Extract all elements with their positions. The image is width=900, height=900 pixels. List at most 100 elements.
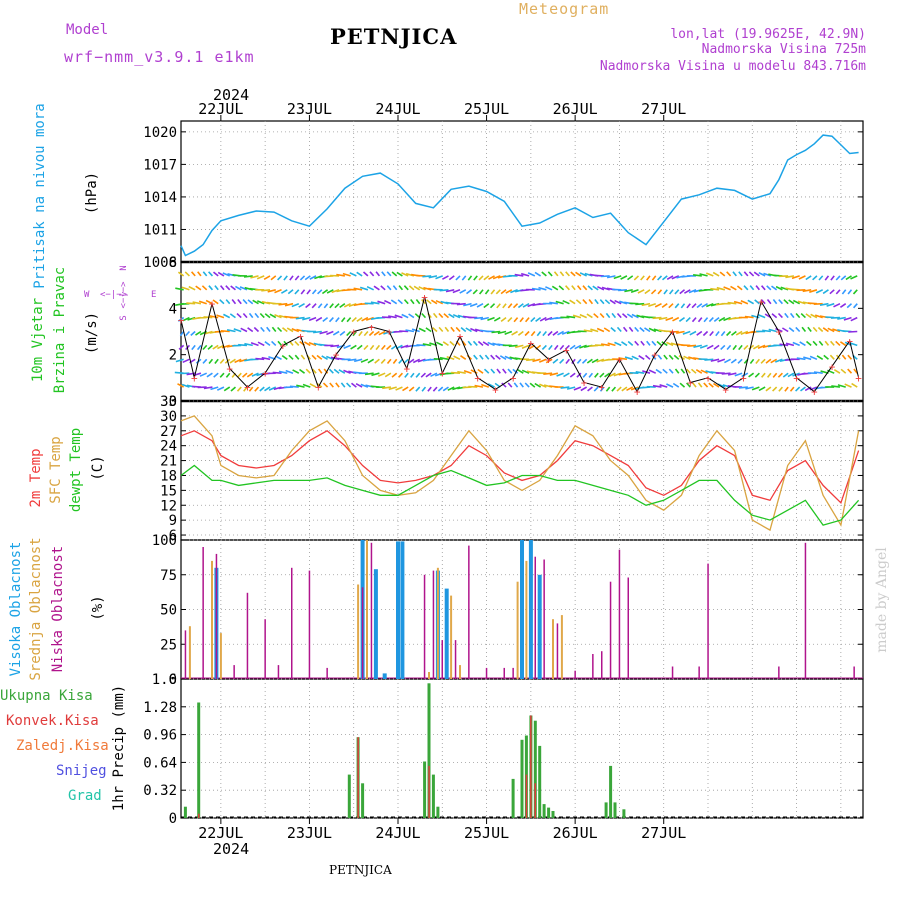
- wind-arrow: [720, 330, 726, 337]
- wind-arrow: [760, 299, 766, 305]
- wind-arrow: [474, 316, 484, 320]
- cloud-mid-bar: [357, 584, 360, 679]
- wind-arrow: [175, 287, 184, 291]
- wind-arrow: [442, 386, 449, 392]
- cloud-low-bar: [543, 559, 545, 679]
- wind-arrow: [359, 286, 369, 291]
- wind-arrow: [795, 386, 801, 392]
- wind-arrow: [219, 299, 225, 305]
- wind-arrow: [775, 327, 783, 333]
- wind-arrow: [237, 298, 242, 305]
- wind-arrow: [693, 344, 702, 348]
- wind-arrow: [285, 369, 294, 374]
- wind-arrow: [381, 271, 386, 277]
- wind-arrow: [483, 368, 490, 374]
- wind-arrow: [839, 303, 847, 308]
- wind-arrow: [555, 300, 564, 305]
- y-tick-label: 24: [160, 439, 177, 455]
- wind-arrow: [726, 344, 732, 351]
- wind-arrow: [455, 326, 461, 333]
- wind-arrow: [430, 299, 438, 305]
- wind-arrow: [576, 358, 582, 364]
- wind-arrow: [250, 275, 259, 279]
- wind-arrow: [253, 326, 260, 333]
- wind-arrow: [519, 317, 524, 323]
- wind-arrow: [460, 355, 467, 360]
- legend-conv: Konvek.Kisa: [6, 713, 99, 729]
- wind-arrow: [507, 382, 513, 388]
- wind-arrow: [674, 368, 680, 374]
- wind-arrow: [452, 313, 461, 319]
- wind-arrow: [601, 286, 610, 291]
- wind-arrow: [744, 315, 754, 319]
- wind-arrow: [666, 341, 674, 347]
- wind-arrow: [311, 303, 317, 309]
- wind-arrow: [315, 316, 323, 322]
- wind-arrow: [696, 330, 703, 336]
- wind-arrow: [252, 299, 259, 305]
- wind-arrow: [830, 275, 835, 281]
- y-tick-label: 25: [160, 637, 177, 653]
- wind-arrow: [804, 386, 812, 392]
- wind-arrow: [747, 299, 755, 305]
- wind-arrow: [386, 358, 392, 365]
- wind-arrow: [396, 271, 403, 277]
- wind-arrow: [490, 368, 496, 374]
- wind-arrow: [238, 343, 248, 347]
- cloud-low-bar: [627, 577, 629, 679]
- wind-speed-marker: +: [652, 349, 659, 362]
- wind-arrow: [618, 289, 628, 292]
- wind-arrow: [748, 344, 755, 350]
- cloud-mid-bar: [366, 540, 368, 679]
- wind-arrow: [596, 327, 605, 333]
- wind-arrow: [824, 340, 830, 346]
- wind-arrow: [616, 312, 622, 319]
- wind-arrow: [845, 275, 852, 281]
- cloud-low-bar: [468, 545, 470, 679]
- temp-sfc-line: [180, 415, 860, 532]
- wind-arrow: [316, 354, 323, 360]
- wind-arrow: [426, 299, 432, 305]
- wind-speed-marker: +: [563, 344, 570, 357]
- wind-arrow: [467, 340, 473, 346]
- wind-arrow: [763, 272, 772, 277]
- wind-arrow: [208, 285, 214, 291]
- wind-arrow: [202, 271, 208, 277]
- wind-arrow: [524, 330, 530, 337]
- wind-speed-marker: +: [421, 291, 428, 304]
- wind-arrow: [336, 273, 345, 277]
- wind-arrow: [745, 386, 754, 390]
- wind-arrow: [699, 273, 708, 277]
- wind-arrow: [403, 299, 409, 305]
- wind-arrow: [501, 382, 507, 388]
- wind-arrow: [809, 355, 818, 361]
- wind-arrow: [723, 316, 731, 322]
- wind-arrow: [223, 313, 231, 319]
- wind-arrow: [671, 275, 680, 280]
- wind-arrow: [777, 372, 783, 378]
- wind-arrow: [250, 342, 259, 347]
- wind-arrow: [255, 357, 265, 361]
- wind-arrow: [229, 358, 236, 364]
- precip-total-bar: [423, 761, 427, 818]
- wind-arrow: [569, 372, 576, 378]
- wind-arrow: [604, 299, 611, 305]
- precip-plot: [181, 683, 863, 819]
- wind-arrow: [300, 354, 306, 360]
- y-tick-label: 0: [169, 672, 177, 688]
- wind-arrow: [668, 354, 674, 360]
- wind-arrow: [566, 386, 576, 390]
- cloud-low-bar: [804, 542, 807, 679]
- wind-arrow: [208, 358, 214, 364]
- wind-arrow: [261, 289, 271, 292]
- wind-arrow: [351, 317, 357, 323]
- wind-arrow: [339, 330, 346, 336]
- wind-arrow: [723, 286, 731, 291]
- cloud-high-bar: [382, 673, 387, 679]
- wind-arrow: [805, 340, 812, 347]
- wind-speed-marker: +: [722, 383, 729, 396]
- wind-arrow: [777, 312, 783, 319]
- wind-arrow: [791, 275, 800, 280]
- wind-arrow: [734, 372, 743, 377]
- wind-arrow: [500, 289, 507, 295]
